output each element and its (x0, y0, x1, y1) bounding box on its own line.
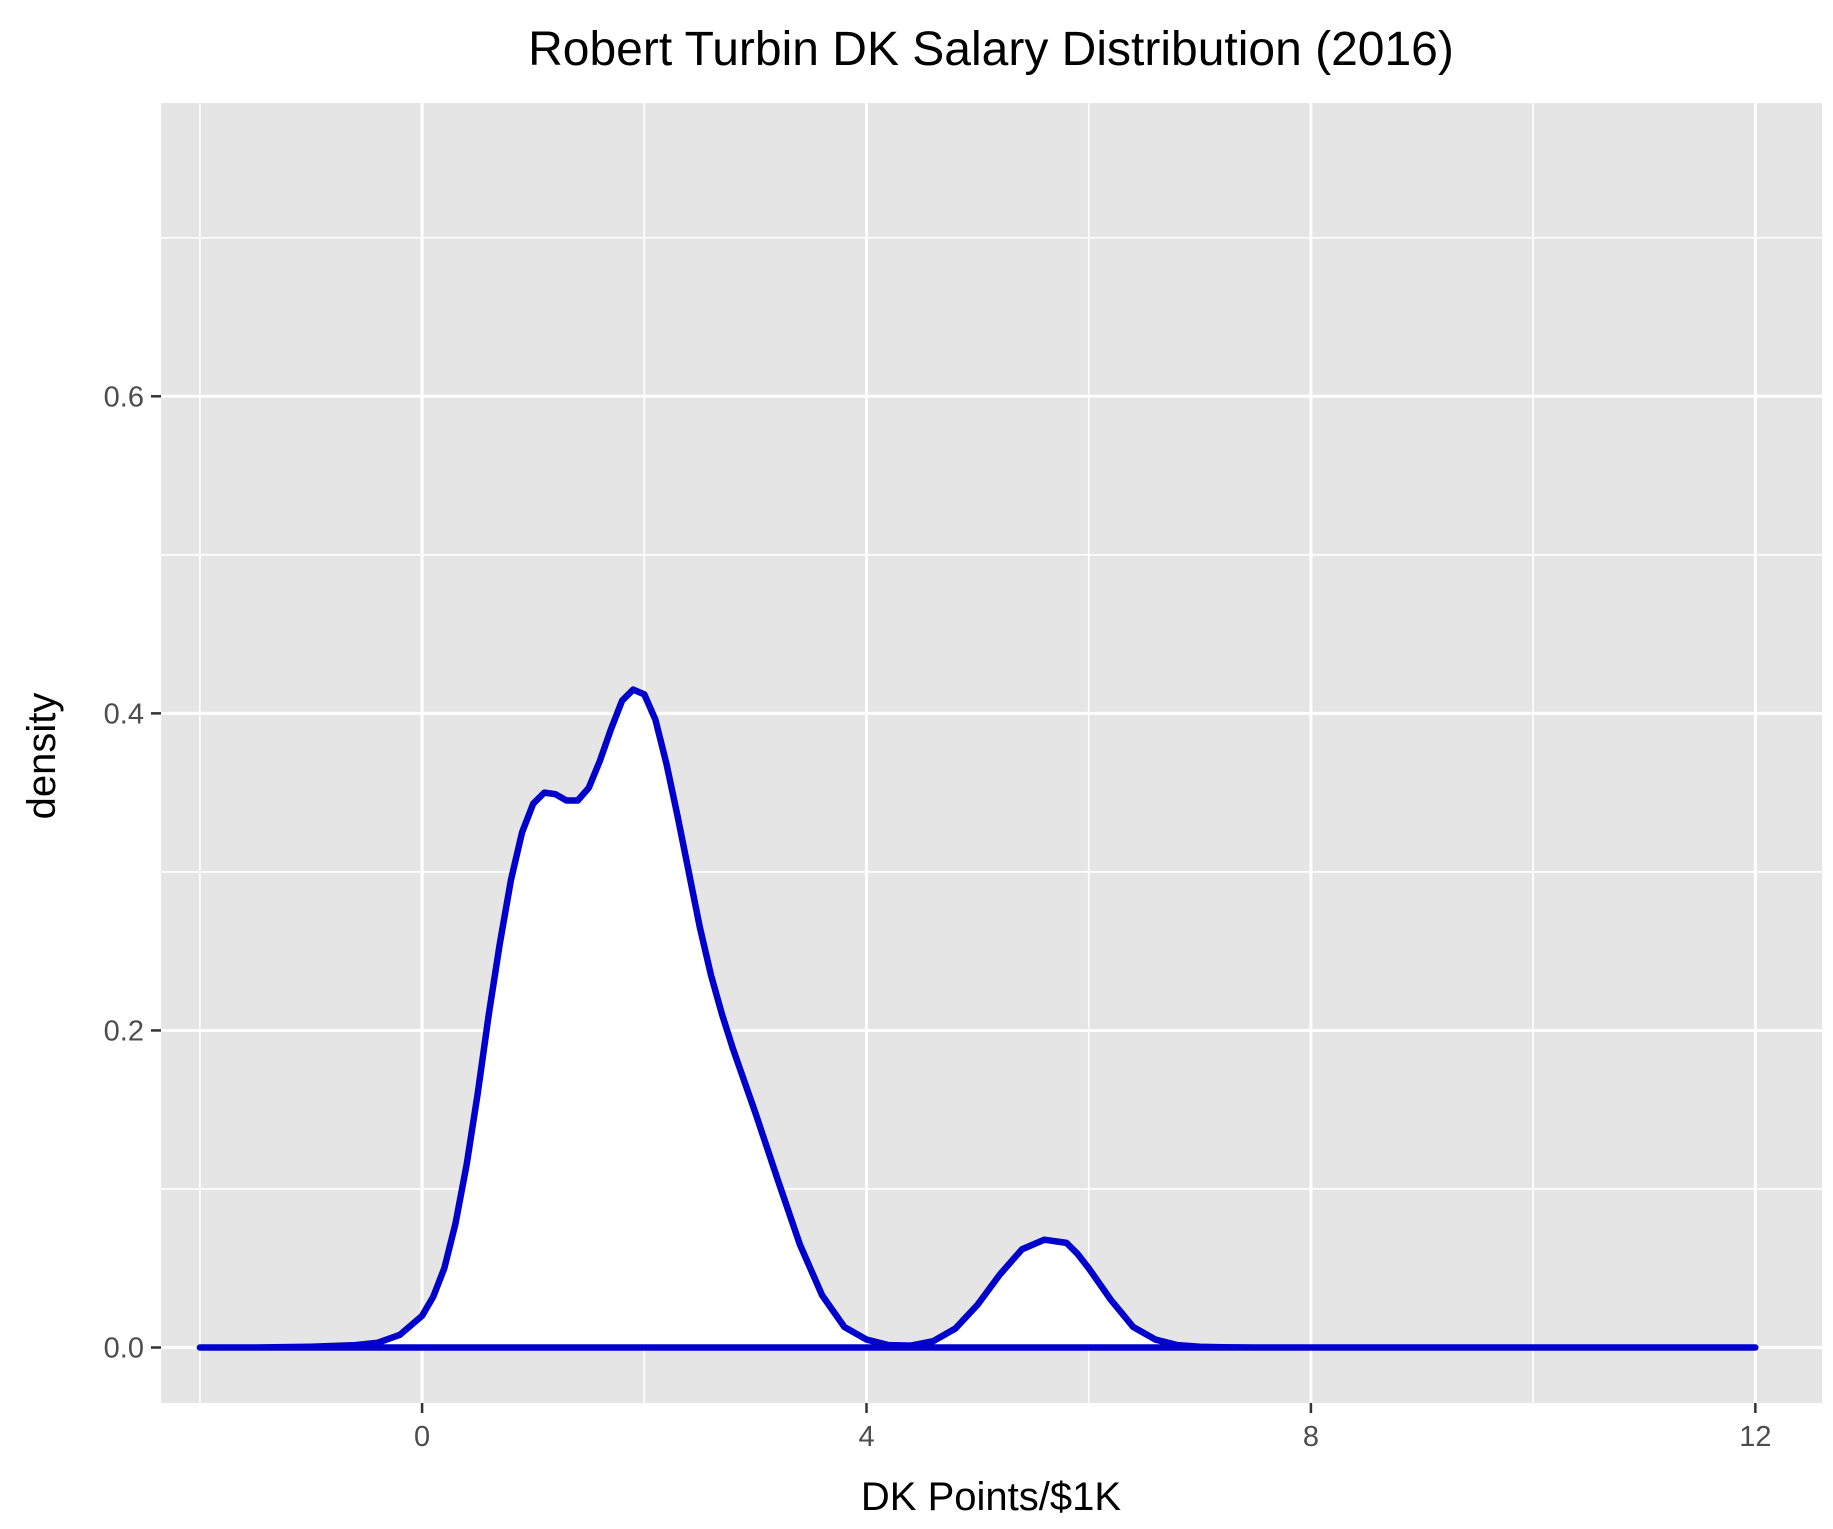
x-axis-title: DK Points/$1K (861, 1475, 1121, 1519)
major-gridlines (161, 103, 1822, 1403)
y-tick-label: 0.0 (104, 1333, 144, 1365)
x-tick-label: 0 (414, 1421, 430, 1453)
x-tick-label: 8 (1303, 1421, 1319, 1453)
density-series (196, 686, 1759, 1351)
y-tick-label: 0.2 (104, 1015, 144, 1047)
plot-panel (161, 103, 1822, 1403)
x-tick-label: 12 (1739, 1421, 1771, 1453)
x-axis: 0 4 8 12 (414, 1403, 1771, 1453)
density-line (196, 686, 1759, 1351)
density-area (199, 689, 1756, 1348)
y-axis: 0.0 0.2 0.4 0.6 (104, 381, 161, 1365)
y-axis-title: density (20, 693, 64, 820)
chart-title: Robert Turbin DK Salary Distribution (20… (528, 23, 1454, 76)
x-tick-label: 4 (858, 1421, 874, 1453)
y-tick-label: 0.6 (104, 381, 144, 413)
y-tick-label: 0.4 (104, 698, 144, 730)
